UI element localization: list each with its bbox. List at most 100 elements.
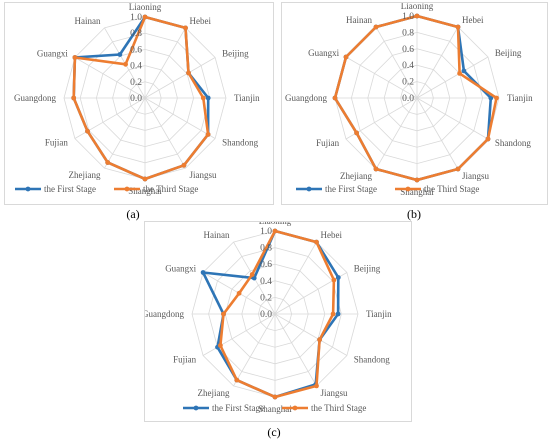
grid-spoke (416, 56, 489, 99)
category-label: Guangxi (165, 264, 196, 274)
legend: the First Stage the Third Stage (15, 184, 198, 194)
tick-label: 0.2 (402, 78, 414, 88)
grid-spoke (144, 97, 186, 169)
data-point (455, 24, 461, 30)
category-label: Shandong (495, 138, 532, 148)
radar-grid (191, 230, 359, 398)
radar-grid (334, 15, 500, 181)
data-point (105, 160, 111, 165)
panel-label-c: (c) (267, 425, 281, 439)
category-label: Tianjin (507, 93, 533, 103)
category-label: Zhejiang (198, 388, 230, 398)
legend-marker (306, 186, 312, 192)
grid-spoke (274, 313, 317, 387)
data-point (455, 166, 461, 172)
data-point (123, 61, 128, 67)
data-point (373, 24, 379, 30)
legend-marker (405, 186, 411, 192)
grid-spoke (375, 26, 418, 99)
category-label: Shanghai (400, 187, 434, 197)
legend-label: the Third Stage (311, 403, 366, 413)
grid-spoke (274, 313, 348, 356)
tick-label: 0.0 (130, 94, 142, 104)
data-point (205, 95, 211, 101)
legend: the First Stage the Third Stage (183, 403, 366, 413)
tick-label: 0.2 (260, 293, 272, 303)
category-label: Liaoning (129, 3, 162, 12)
data-point (272, 228, 278, 234)
category-label: Guangxi (308, 48, 339, 58)
category-label: Shanghai (128, 186, 162, 196)
data-point (200, 95, 206, 101)
data-point (183, 25, 188, 31)
category-label: Jiangsu (190, 170, 218, 180)
grid-spoke (144, 27, 186, 99)
legend: the First Stage the Third Stage (296, 184, 479, 194)
category-label: Liaoning (401, 3, 434, 11)
category-label: Guangdong (145, 309, 184, 319)
legend-label: the Third Stage (424, 184, 479, 194)
grid-spoke (345, 56, 418, 99)
grid-spoke (375, 97, 418, 170)
data-point (457, 71, 462, 76)
radar-panel-b: 0.0 0.2 0.4 0.6 0.8 1.0 Liaoning Hebei Beijing Ti… (281, 2, 548, 205)
data-point (72, 55, 78, 60)
tick-label: 0.6 (402, 45, 414, 55)
category-label: Shandong (354, 355, 391, 365)
grid-spoke (104, 97, 146, 169)
legend-marker (292, 405, 298, 411)
grid-spoke (74, 57, 146, 99)
data-point (272, 394, 278, 400)
category-label: Guangdong (14, 93, 56, 103)
category-label: Jiangsu (321, 388, 349, 398)
category-label: Zhejiang (340, 171, 372, 181)
data-point (314, 383, 319, 389)
grid-spoke (416, 97, 489, 140)
data-point (343, 54, 349, 60)
category-label: Guangdong (285, 93, 327, 103)
data-point (85, 128, 90, 134)
tick-label: 0.2 (130, 78, 142, 88)
tick-label: 1.0 (130, 13, 142, 23)
legend-marker (193, 405, 199, 411)
category-label: Hebei (190, 16, 212, 26)
data-point (317, 337, 322, 343)
series-2 (332, 13, 499, 183)
tick-label: 0.6 (260, 260, 272, 270)
legend-label: the First Stage (44, 184, 96, 194)
category-label: Tianjin (366, 309, 392, 319)
data-point (221, 311, 226, 317)
tick-label: 0.4 (260, 277, 272, 287)
data-point (485, 136, 491, 142)
category-label: Fujian (45, 138, 69, 148)
series-2 (71, 14, 211, 182)
data-point (200, 270, 206, 275)
grid-spoke (416, 26, 459, 99)
data-point (373, 166, 379, 172)
data-point (314, 239, 319, 245)
category-label: Shandong (222, 138, 259, 148)
data-point (142, 176, 148, 182)
category-label: Fujian (173, 355, 197, 365)
data-point (332, 95, 338, 101)
legend-label: the First Stage (212, 403, 264, 413)
category-label: Beijing (354, 264, 381, 274)
tick-label: 0.4 (402, 61, 414, 71)
category-label: Beijing (222, 49, 249, 59)
data-point (354, 130, 359, 136)
category-label: Jiangsu (462, 171, 490, 181)
category-label: Zhejiang (69, 170, 101, 180)
grid-spoke (416, 97, 459, 170)
data-point (331, 277, 337, 283)
legend-label: the First Stage (325, 184, 377, 194)
grid-spoke (274, 241, 317, 315)
data-point (414, 177, 420, 183)
category-label: Hainan (204, 230, 230, 240)
legend-label: the Third Stage (143, 184, 198, 194)
grid-spoke (144, 97, 216, 139)
category-label: Liaoning (259, 222, 292, 226)
data-point (488, 95, 494, 101)
data-point (181, 162, 187, 168)
